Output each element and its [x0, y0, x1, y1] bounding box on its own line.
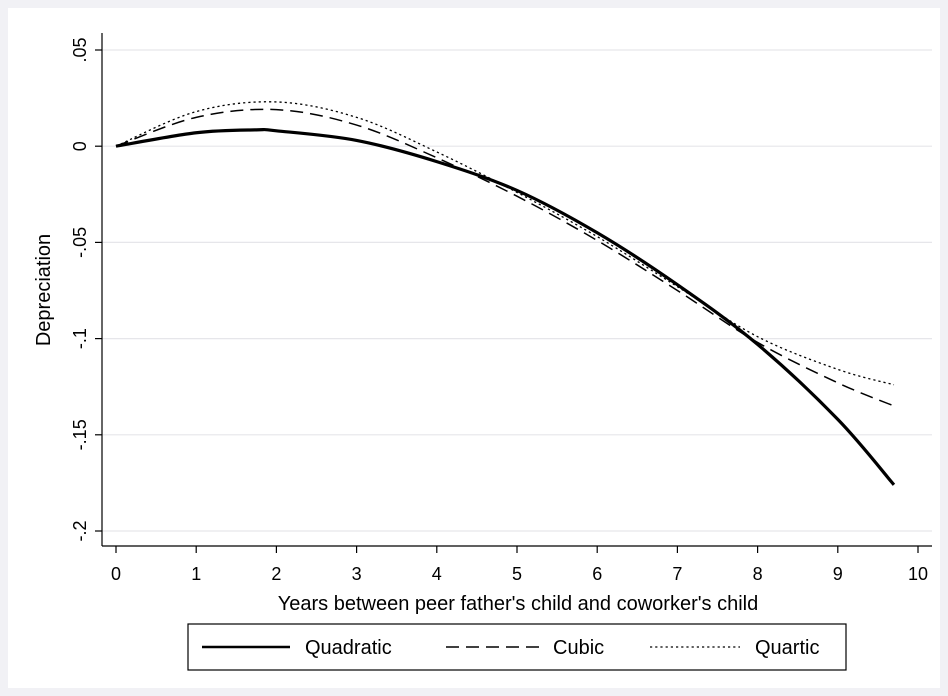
- axes: [95, 33, 932, 553]
- y-tick-label-3: -.1: [70, 328, 90, 349]
- x-tick-label-10: 10: [908, 564, 928, 584]
- y-axis-title: Depreciation: [33, 234, 55, 346]
- x-tick-label-5: 5: [512, 564, 522, 584]
- x-tick-label-2: 2: [271, 564, 281, 584]
- legend-label-cubic: Cubic: [553, 637, 604, 659]
- x-tick-label-4: 4: [432, 564, 442, 584]
- x-tick-label-6: 6: [592, 564, 602, 584]
- tick-labels: .05 0 -.05 -.1 -.15 -.2 0 1 2 3 4 5 6 7 8 9 10: [70, 37, 928, 584]
- x-tick-label-3: 3: [352, 564, 362, 584]
- x-tick-label-8: 8: [753, 564, 763, 584]
- y-tick-label-0: .05: [70, 37, 90, 62]
- series-line-quadratic: [115, 127, 896, 486]
- y-tick-label-4: -.15: [70, 419, 90, 450]
- x-tick-label-7: 7: [672, 564, 682, 584]
- series-line-quartic: [115, 101, 895, 386]
- y-tick-label-2: -.05: [70, 227, 90, 258]
- y-tick-label-1: 0: [70, 141, 90, 151]
- y-tick-label-5: -.2: [70, 520, 90, 541]
- x-tick-label-1: 1: [191, 564, 201, 584]
- series-line-cubic: [115, 108, 895, 407]
- plot-background: [8, 8, 940, 688]
- x-tick-label-0: 0: [111, 564, 121, 584]
- grid-lines: [102, 49, 932, 532]
- legend: Quadratic Cubic Quartic: [187, 623, 847, 671]
- x-tick-label-9: 9: [833, 564, 843, 584]
- x-axis-title: Years between peer father's child and co…: [278, 593, 759, 615]
- legend-label-quartic: Quartic: [755, 637, 819, 659]
- series-lines: [115, 101, 896, 486]
- legend-label-quadratic: Quadratic: [305, 637, 392, 659]
